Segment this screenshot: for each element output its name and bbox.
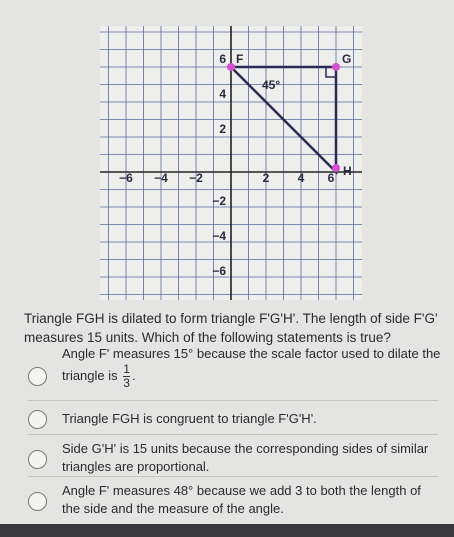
vertex-label: F [236, 52, 243, 66]
y-tick-label: −6 [212, 264, 226, 278]
radio-button[interactable] [28, 450, 47, 469]
radio-button[interactable] [28, 367, 47, 386]
separator [28, 434, 438, 435]
y-tick-label: 4 [219, 87, 226, 101]
vertex-point [227, 63, 235, 71]
x-tick-label: −6 [119, 171, 133, 185]
question: Triangle FGH is dilated to form triangle… [24, 311, 438, 345]
option-text-main: Angle F' measures 15° because the scale … [62, 346, 441, 383]
screen-edge [0, 524, 454, 537]
y-tick-label: −4 [212, 229, 226, 243]
option-text-end: . [131, 367, 136, 383]
graph: F G H 45° −6 −4 −2 2 4 6 6 4 2 −2 −4 −6 [100, 26, 362, 300]
option-text: Angle F' measures 15° because the scale … [62, 345, 442, 390]
y-tick-label: −2 [212, 194, 226, 208]
vertex-label: G [342, 52, 351, 66]
separator [28, 476, 438, 477]
numerator: 1 [123, 362, 130, 376]
angle-label: 45° [262, 78, 280, 92]
x-tick-label: −4 [154, 171, 168, 185]
x-tick-label: 4 [298, 171, 305, 185]
x-tick-label: −2 [189, 171, 203, 185]
vertex-point [332, 63, 340, 71]
x-tick-label: 6 [328, 171, 335, 185]
y-tick-label: 2 [219, 122, 226, 136]
x-tick-label: 2 [263, 171, 270, 185]
radio-button[interactable] [28, 492, 47, 511]
option-text: Side G'H' is 15 units because the corres… [62, 441, 429, 474]
triangle [227, 65, 338, 176]
y-tick-label: 6 [219, 52, 226, 66]
right-angle-mark [325, 67, 336, 78]
separator [28, 400, 438, 401]
vertex-label: H [343, 164, 352, 178]
denominator: 3 [123, 376, 130, 390]
option-text: Angle F' measures 48° because we add 3 t… [62, 483, 421, 516]
option-text: Triangle FGH is congruent to triangle F'… [62, 411, 317, 426]
radio-button[interactable] [28, 410, 47, 429]
vertex-point [332, 164, 340, 172]
